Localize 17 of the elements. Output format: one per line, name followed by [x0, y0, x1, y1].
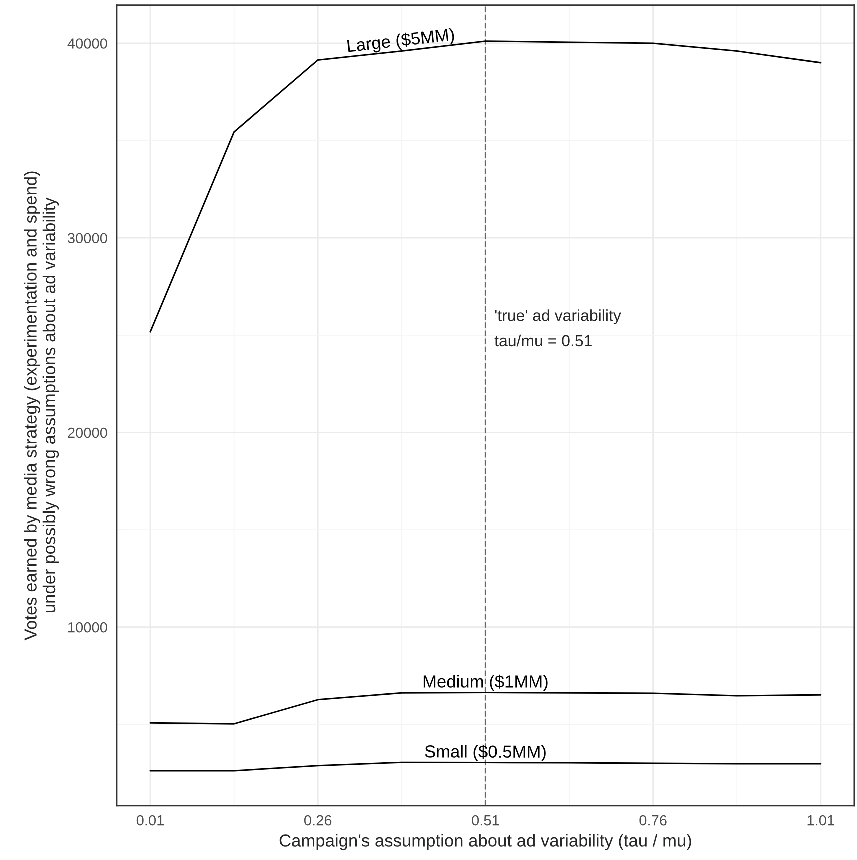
series-label: Small ($0.5MM)	[425, 744, 546, 762]
line-series	[150, 692, 822, 725]
y-tick-label: 30000	[68, 233, 108, 244]
y-tick-label: 10000	[68, 622, 108, 633]
x-tick-label: 0.51	[472, 815, 500, 826]
x-tick-label: 0.26	[304, 815, 332, 826]
x-tick-label: 0.76	[640, 815, 667, 826]
y-tick-label: 40000	[68, 38, 108, 49]
x-axis-title: Campaign's assumption about ad variability (tau / mu)	[280, 834, 692, 850]
x-tick-label: 0.01	[136, 815, 164, 826]
series-label: Medium ($1MM)	[424, 674, 548, 692]
x-tick-label: 1.01	[808, 815, 834, 826]
line-series	[150, 762, 822, 772]
y-tick-label: 20000	[68, 428, 108, 438]
ref-line-label: 'true' ad variability tau/mu = 0.51	[494, 310, 622, 347]
text: Large ($5MM)	[347, 28, 456, 56]
y-axis-title: Votes earned by media strategy (experimentation and spend) under possibly wrong assumptions about ad variability	[24, 172, 60, 641]
